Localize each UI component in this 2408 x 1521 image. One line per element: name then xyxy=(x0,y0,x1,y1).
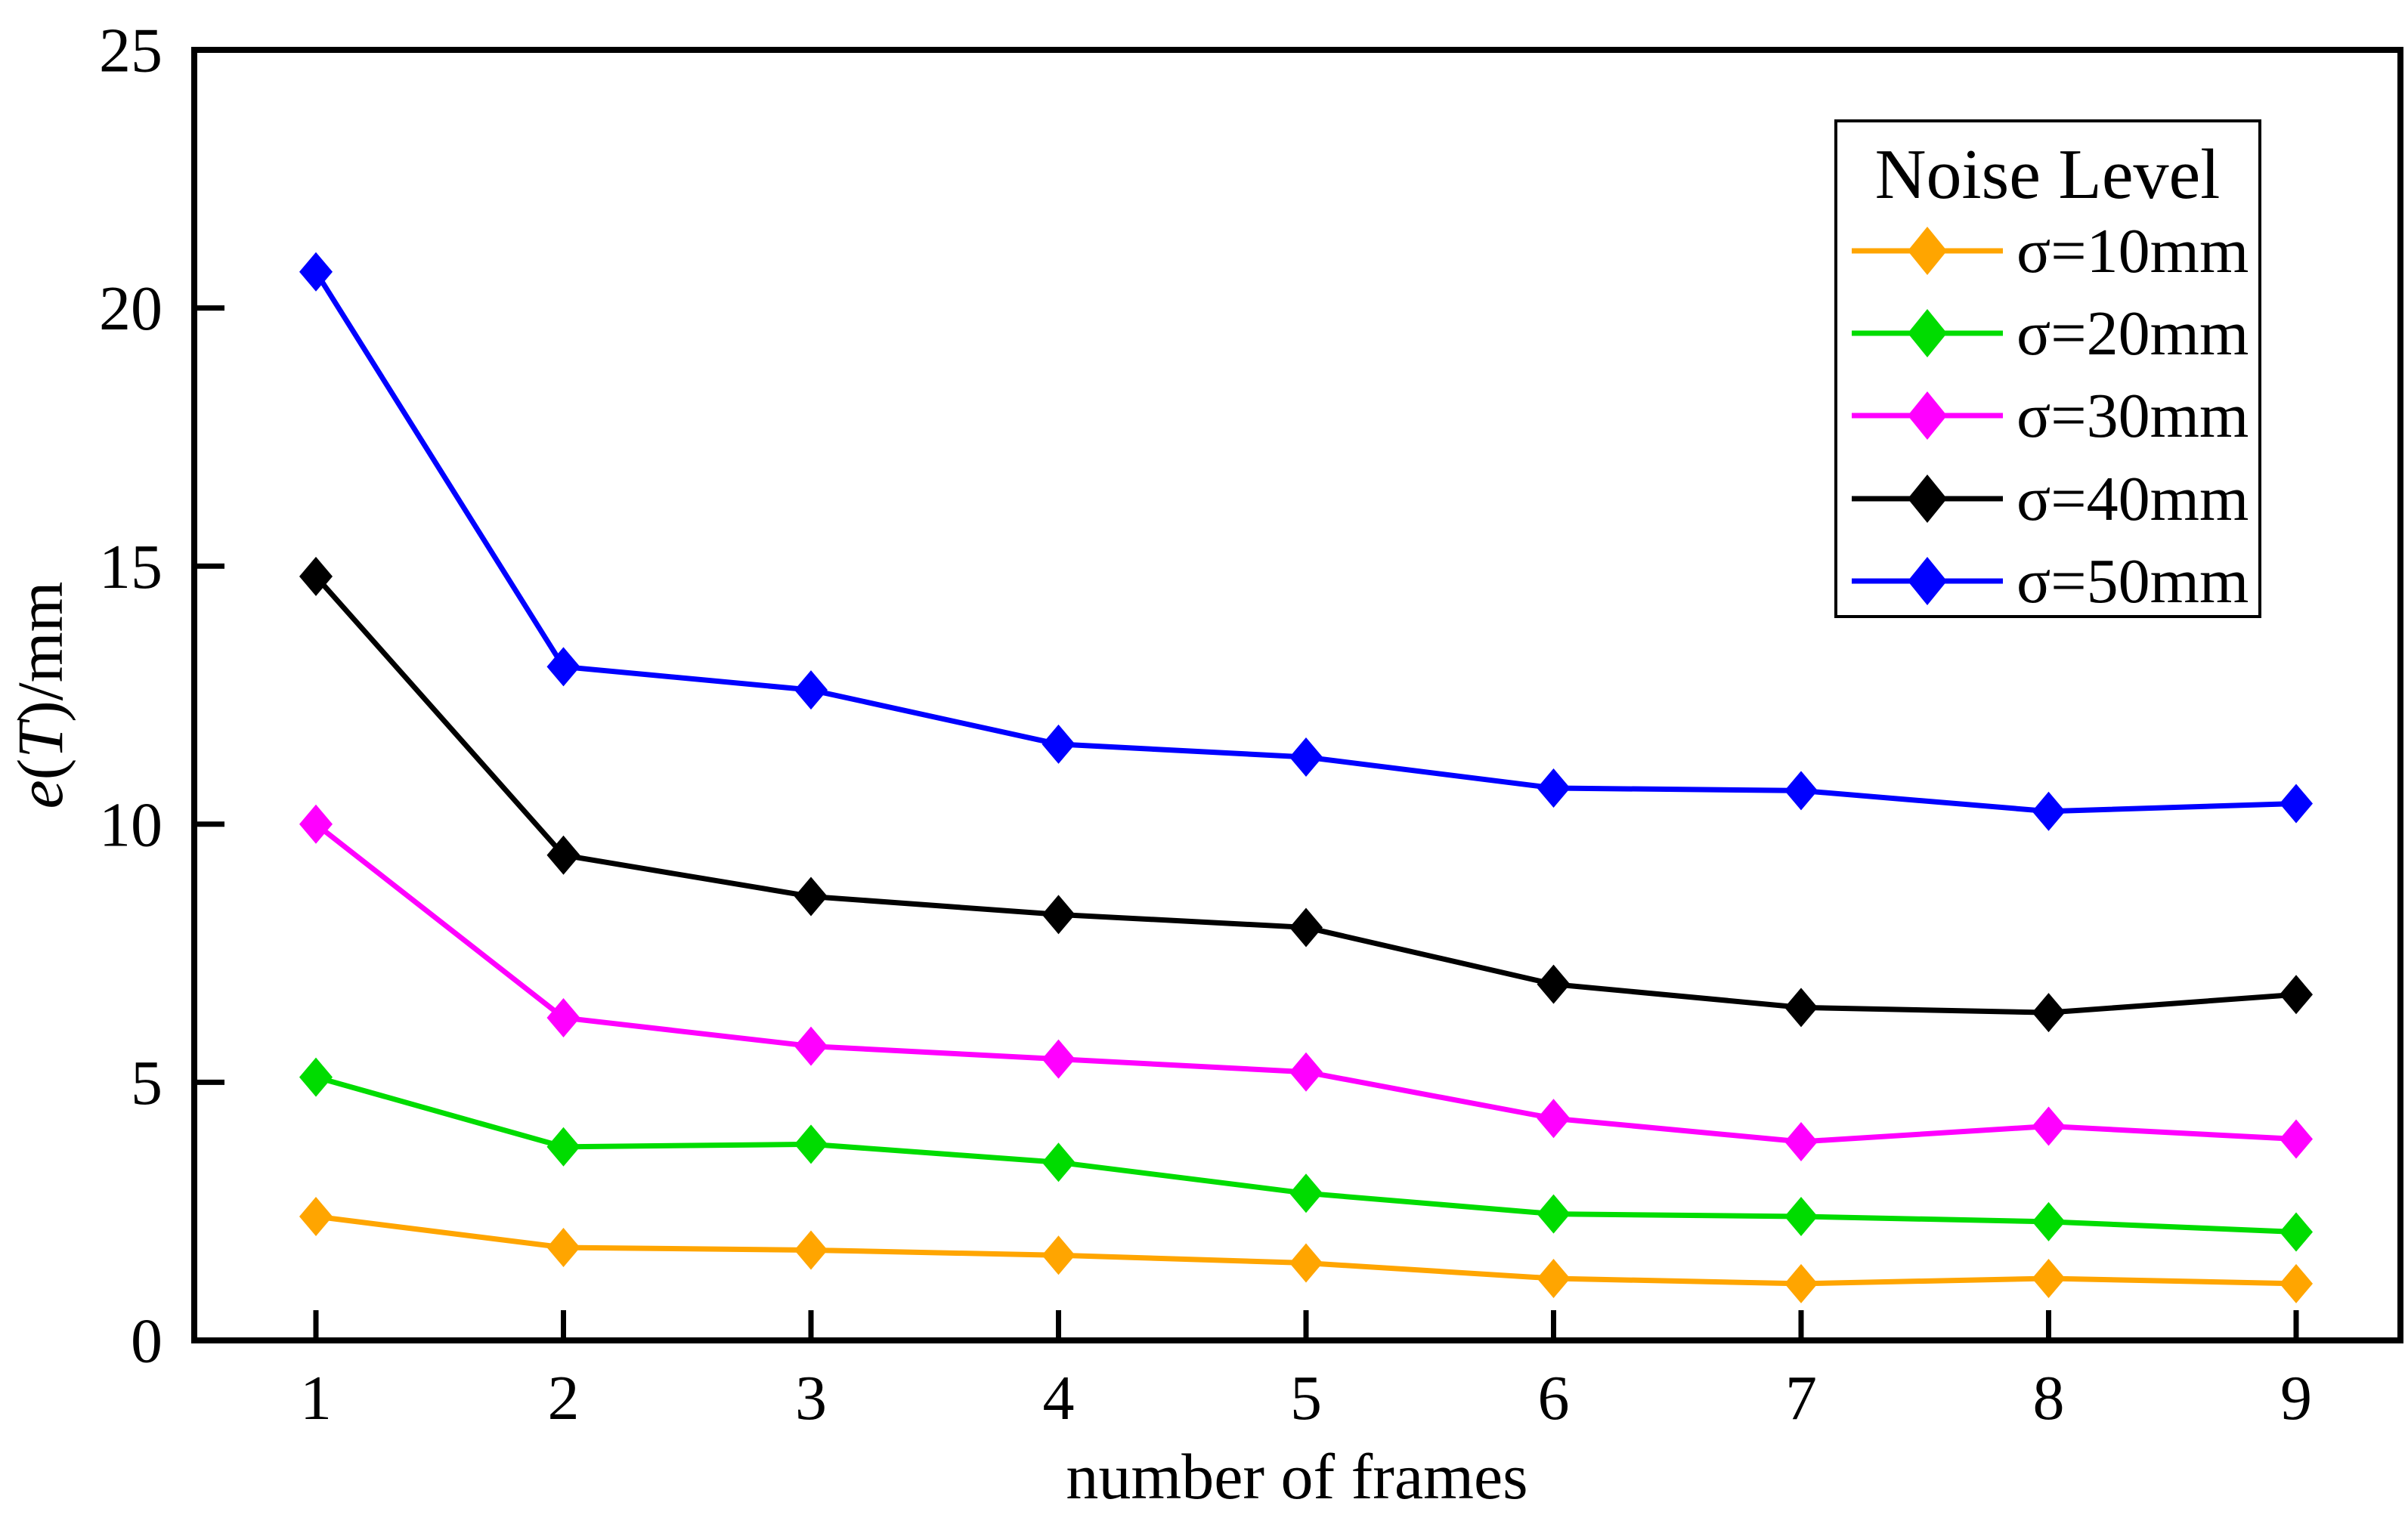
y-tick-label: 10 xyxy=(99,790,162,860)
x-tick-label: 3 xyxy=(795,1363,827,1433)
y-tick-label: 5 xyxy=(131,1048,162,1118)
x-tick-label: 5 xyxy=(1290,1363,1322,1433)
legend-entries: σ=10mm σ=20mm σ=30mm σ=40mm σ=50mm xyxy=(1852,216,2249,617)
data-point-sigma-50mm-frame-2 xyxy=(546,647,580,687)
data-point-sigma-20mm-frame-6 xyxy=(1537,1194,1571,1234)
data-point-sigma-40mm-frame-3 xyxy=(794,876,828,917)
data-point-sigma-30mm-frame-5 xyxy=(1289,1052,1323,1092)
data-point-sigma-50mm-frame-3 xyxy=(794,670,828,710)
plot-frame xyxy=(191,47,2403,1343)
data-point-sigma-10mm-frame-7 xyxy=(1784,1263,1818,1303)
data-point-sigma-50mm-frame-9 xyxy=(2280,784,2313,824)
data-point-sigma-10mm-frame-5 xyxy=(1289,1243,1323,1283)
data-point-sigma-10mm-frame-2 xyxy=(546,1228,580,1268)
y-tick-label: 25 xyxy=(99,16,162,86)
data-point-sigma-10mm-frame-6 xyxy=(1537,1259,1571,1299)
data-point-sigma-30mm-frame-2 xyxy=(546,998,580,1037)
x-axis-title: number of frames xyxy=(1066,1440,1527,1513)
x-tick-label: 4 xyxy=(1043,1363,1075,1433)
legend-entry-label: σ=10mm xyxy=(2016,216,2249,286)
series-lines xyxy=(299,252,2313,1303)
legend-entry-label: σ=30mm xyxy=(2016,381,2249,451)
series-sigma-50mm xyxy=(299,252,2313,831)
data-point-sigma-10mm-frame-1 xyxy=(299,1197,333,1237)
data-point-sigma-20mm-frame-1 xyxy=(299,1057,333,1097)
y-tick-label: 20 xyxy=(99,274,162,344)
legend-swatch-diamond-icon xyxy=(1908,227,1947,275)
data-point-sigma-50mm-frame-8 xyxy=(2032,791,2066,831)
legend-swatch-diamond-icon xyxy=(1908,391,1947,440)
x-tick-label: 6 xyxy=(1538,1363,1570,1433)
data-point-sigma-30mm-frame-3 xyxy=(794,1026,828,1066)
x-tick-label: 7 xyxy=(1785,1363,1817,1433)
legend-entry-label: σ=20mm xyxy=(2016,298,2249,369)
data-point-sigma-30mm-frame-7 xyxy=(1784,1121,1818,1161)
legend-box xyxy=(1834,119,2261,618)
legend-entry-sigma-20mm: σ=20mm xyxy=(1852,298,2249,369)
series-line-sigma-30mm xyxy=(314,822,2297,1145)
series-sigma-40mm xyxy=(299,556,2313,1033)
legend-entry-sigma-40mm: σ=40mm xyxy=(1852,464,2249,534)
legend-swatch-diamond-icon xyxy=(1908,475,1947,523)
data-point-sigma-50mm-frame-6 xyxy=(1537,768,1571,808)
legend-entry-label: σ=50mm xyxy=(2016,546,2249,617)
x-ticks: 1 2 3 4 5 6 7 8 9 xyxy=(300,1310,2312,1433)
x-tick-label: 9 xyxy=(2280,1363,2312,1433)
data-point-sigma-40mm-frame-9 xyxy=(2280,975,2313,1015)
data-point-sigma-40mm-frame-4 xyxy=(1042,895,1076,935)
legend-entry-sigma-30mm: σ=30mm xyxy=(1852,381,2249,451)
y-tick-label: 0 xyxy=(131,1306,162,1377)
data-point-sigma-20mm-frame-3 xyxy=(794,1124,828,1164)
data-point-sigma-50mm-frame-7 xyxy=(1784,771,1818,811)
y-tick-label: 15 xyxy=(99,532,162,602)
series-sigma-30mm xyxy=(299,804,2313,1161)
y-axis-title: e(T)/mm xyxy=(4,582,76,809)
legend-entry-label: σ=40mm xyxy=(2016,464,2249,534)
data-point-sigma-30mm-frame-9 xyxy=(2280,1119,2313,1159)
data-point-sigma-10mm-frame-9 xyxy=(2280,1263,2313,1303)
legend: Noise Level σ=10mm σ=20mm σ=30mm σ=40mm σ=50… xyxy=(1834,119,2261,618)
data-point-sigma-40mm-frame-6 xyxy=(1537,964,1571,1004)
y-ticks: 0 5 10 15 20 25 xyxy=(99,16,224,1377)
data-point-sigma-40mm-frame-5 xyxy=(1289,907,1323,948)
data-point-sigma-10mm-frame-8 xyxy=(2032,1259,2066,1299)
data-point-sigma-20mm-frame-9 xyxy=(2280,1212,2313,1252)
legend-swatch-diamond-icon xyxy=(1908,309,1947,357)
series-sigma-20mm xyxy=(299,1057,2313,1252)
data-point-sigma-40mm-frame-1 xyxy=(299,556,333,596)
data-point-sigma-50mm-frame-5 xyxy=(1289,737,1323,777)
data-point-sigma-40mm-frame-8 xyxy=(2032,993,2066,1033)
data-point-sigma-40mm-frame-7 xyxy=(1784,988,1818,1028)
data-point-sigma-10mm-frame-3 xyxy=(794,1230,828,1270)
legend-swatch-diamond-icon xyxy=(1908,557,1947,605)
data-point-sigma-30mm-frame-1 xyxy=(299,804,333,844)
legend-title: Noise Level xyxy=(1875,135,2221,214)
data-point-sigma-50mm-frame-4 xyxy=(1042,724,1076,764)
series-line-sigma-40mm xyxy=(314,574,2297,1016)
data-point-sigma-30mm-frame-6 xyxy=(1537,1099,1571,1139)
data-point-sigma-20mm-frame-2 xyxy=(546,1127,580,1167)
data-point-sigma-30mm-frame-8 xyxy=(2032,1106,2066,1146)
legend-entry-sigma-10mm: σ=10mm xyxy=(1852,216,2249,286)
x-tick-label: 2 xyxy=(548,1363,580,1433)
data-point-sigma-20mm-frame-4 xyxy=(1042,1142,1076,1182)
data-point-sigma-20mm-frame-8 xyxy=(2032,1201,2066,1241)
data-point-sigma-20mm-frame-5 xyxy=(1289,1173,1323,1213)
x-tick-label: 8 xyxy=(2033,1363,2065,1433)
data-point-sigma-50mm-frame-1 xyxy=(299,252,333,292)
data-point-sigma-20mm-frame-7 xyxy=(1784,1197,1818,1237)
data-point-sigma-40mm-frame-2 xyxy=(546,835,580,875)
data-point-sigma-30mm-frame-4 xyxy=(1042,1039,1076,1079)
x-tick-label: 1 xyxy=(300,1363,332,1433)
series-sigma-10mm xyxy=(299,1197,2313,1303)
data-point-sigma-10mm-frame-4 xyxy=(1042,1235,1076,1275)
legend-entry-sigma-50mm: σ=50mm xyxy=(1852,546,2249,617)
